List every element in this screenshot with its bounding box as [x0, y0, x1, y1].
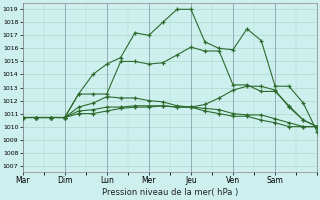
X-axis label: Pression niveau de la mer( hPa ): Pression niveau de la mer( hPa ) — [102, 188, 238, 197]
